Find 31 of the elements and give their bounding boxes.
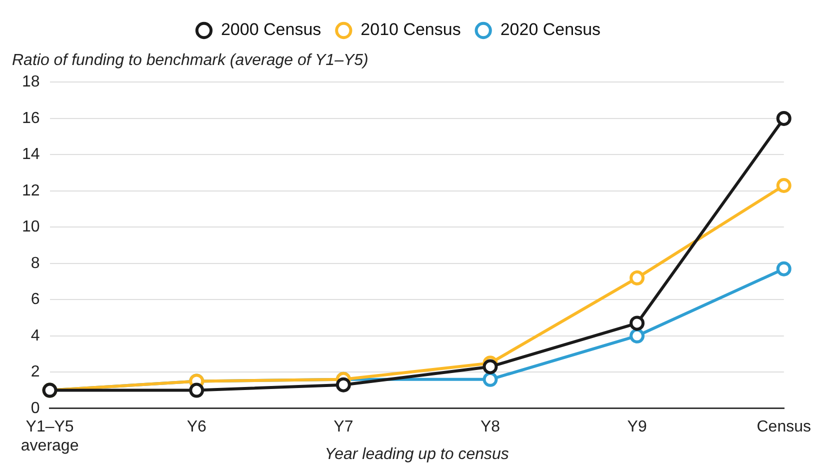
x-tick-label: Y9	[627, 418, 647, 436]
y-tick-label: 14	[22, 146, 40, 164]
point	[189, 382, 204, 398]
y-tick-label: 6	[30, 291, 40, 308]
y-tick-label: 2	[30, 364, 40, 381]
y-tick-label: 10	[22, 218, 40, 236]
x-axis-title: Year leading up to census	[324, 446, 509, 463]
point	[776, 261, 792, 276]
point	[630, 316, 645, 331]
legend-label: 2000 Census	[220, 20, 322, 40]
point	[776, 110, 792, 126]
x-tick-label: Y6	[186, 418, 206, 436]
point	[482, 359, 498, 374]
point	[336, 377, 351, 392]
legend-label: 2020 Census	[500, 20, 601, 40]
x-tick-label: Y7	[334, 418, 354, 436]
point	[482, 372, 498, 387]
x-tick-label: Y1–Y5 average	[20, 418, 79, 455]
point	[630, 328, 645, 344]
y-tick-label: 16	[22, 110, 40, 127]
y-tick-label: 4	[30, 327, 40, 344]
y-tick-label: 0	[30, 400, 40, 417]
y-tick-label: 18	[22, 74, 40, 91]
legend-label: 2010 Census	[360, 20, 461, 40]
point	[776, 178, 792, 193]
y-axis-title: Ratio of funding to benchmark (average of Y1–Y5)	[12, 52, 368, 70]
y-tick-label: 8	[30, 254, 40, 272]
x-tick-label: Y8	[480, 418, 500, 436]
y-tick-label: 12	[22, 182, 40, 200]
x-tick-label: Census	[756, 418, 811, 436]
point	[630, 270, 645, 286]
